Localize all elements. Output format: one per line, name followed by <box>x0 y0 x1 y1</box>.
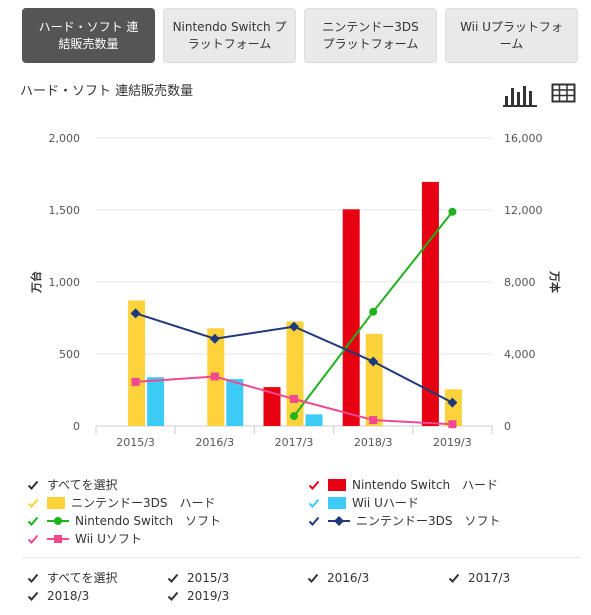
check-icon <box>308 515 320 527</box>
filter-label: 2015/3 <box>187 570 230 585</box>
legend-label: ニンテンドー3DS ソフト <box>356 514 501 528</box>
chart-title: ハード・ソフト 連結販売数量 <box>20 84 194 99</box>
legend-marker <box>47 534 69 543</box>
y-right-tick-label: 0 <box>504 420 511 433</box>
tab-4[interactable]: Wii Uプラットフォ ーム <box>445 8 578 63</box>
point-5-0 <box>131 377 140 386</box>
filter-label: 2019/3 <box>187 588 230 603</box>
x-tick-label: 2015/3 <box>116 436 155 449</box>
legend-item-4[interactable]: Nintendo Switch ソフト <box>27 512 221 529</box>
check-icon <box>307 572 319 584</box>
bar-chart-icon[interactable] <box>503 82 539 108</box>
y-left-tick-label: 1,000 <box>49 276 81 289</box>
point-3-4 <box>448 207 457 216</box>
check-icon <box>308 497 320 509</box>
legend-swatch <box>328 478 346 491</box>
bar-0-4 <box>421 181 439 426</box>
bar-2-2 <box>305 414 323 426</box>
check-icon <box>27 479 39 491</box>
x-tick-label: 2018/3 <box>354 436 393 449</box>
year-filter-1[interactable]: 2015/3 <box>167 569 229 586</box>
filter-label: 2017/3 <box>468 570 511 585</box>
sales-chart: 0 500 1,000 1,500 2,000 0 4,000 8,000 12,000 16,0… <box>29 132 562 449</box>
filter-label: すべてを選択 <box>47 571 118 585</box>
x-tick-label: 2017/3 <box>275 436 314 449</box>
legend-item-6[interactable]: Wii Uソフト <box>27 530 142 547</box>
point-4-0 <box>130 308 141 319</box>
year-filter-4[interactable]: 2018/3 <box>27 587 89 604</box>
table-icon[interactable] <box>551 82 577 104</box>
y-left-tick-label: 0 <box>73 420 80 433</box>
legend-label: Wii Uソフト <box>75 532 142 546</box>
y-right-tick-label: 12,000 <box>504 204 543 217</box>
check-icon <box>167 590 179 602</box>
y-right-tick-label: 16,000 <box>504 132 543 145</box>
bar-0-2 <box>263 387 281 426</box>
bar-0-3 <box>342 209 360 426</box>
y-left-tick-label: 500 <box>59 348 80 361</box>
point-3-2 <box>290 412 298 421</box>
bar-1-4 <box>444 389 462 426</box>
check-icon <box>27 533 39 545</box>
bar-1-2 <box>286 321 304 426</box>
legend-divider <box>22 557 580 558</box>
legend-marker <box>47 516 69 525</box>
check-icon <box>27 590 39 602</box>
check-icon <box>27 572 39 584</box>
point-3-3 <box>369 307 378 316</box>
tab-2[interactable]: Nintendo Switch プ ラットフォーム <box>163 8 296 63</box>
point-4-2 <box>289 321 299 332</box>
check-icon <box>167 572 179 584</box>
point-5-4 <box>448 420 457 429</box>
legend-label: すべてを選択 <box>47 478 118 492</box>
legend-item-5[interactable]: ニンテンドー3DS ソフト <box>308 512 501 529</box>
x-tick-label: 2019/3 <box>433 436 472 449</box>
legend-label: Wii Uハード <box>352 496 419 510</box>
y-left-axis-label: 万台 <box>29 271 43 294</box>
y-right-tick-label: 8,000 <box>504 276 536 289</box>
legend-swatch <box>328 496 346 509</box>
check-icon <box>308 479 320 491</box>
bar-2-0 <box>147 377 165 426</box>
point-4-3 <box>368 356 379 367</box>
legend-label: ニンテンドー3DS ハード <box>71 496 216 510</box>
bar-1-3 <box>365 333 383 426</box>
filter-label: 2018/3 <box>47 588 90 603</box>
y-left-tick-label: 1,500 <box>49 204 81 217</box>
year-filter-3[interactable]: 2017/3 <box>448 569 510 586</box>
bar-1-0 <box>128 300 146 426</box>
legend-swatch <box>47 496 65 509</box>
check-icon <box>448 572 460 584</box>
x-tick-label: 2016/3 <box>195 436 234 449</box>
point-4-1 <box>209 333 220 344</box>
point-4-4 <box>447 397 458 408</box>
check-icon <box>27 515 39 527</box>
point-5-3 <box>369 416 378 425</box>
legend-item-2[interactable]: ニンテンドー3DS ハード <box>27 494 216 511</box>
y-left-tick-label: 2,000 <box>49 132 81 145</box>
year-filter-5[interactable]: 2019/3 <box>167 587 229 604</box>
legend-item-3[interactable]: Wii Uハード <box>308 494 419 511</box>
legend-label: Nintendo Switch ソフト <box>75 514 222 528</box>
year-filter-2[interactable]: 2016/3 <box>307 569 369 586</box>
point-5-1 <box>210 372 219 381</box>
legend-label: Nintendo Switch ハード <box>352 478 499 492</box>
tab-1[interactable]: ハード・ソフト 連 結販売数量 <box>22 8 155 63</box>
filter-label: 2016/3 <box>327 570 370 585</box>
legend-marker <box>328 515 350 526</box>
point-5-2 <box>290 395 298 403</box>
bar-2-1 <box>226 379 244 426</box>
legend-item-1[interactable]: Nintendo Switch ハード <box>308 476 498 493</box>
tab-3[interactable]: ニンテンドー3DS プラットフォーム <box>304 8 437 63</box>
y-right-tick-label: 4,000 <box>504 348 536 361</box>
check-icon <box>27 497 39 509</box>
y-right-axis-label: 万本 <box>548 270 562 293</box>
legend-select-all[interactable]: すべてを選択 <box>27 476 117 493</box>
year-filter-select-all[interactable]: すべてを選択 <box>27 569 117 586</box>
